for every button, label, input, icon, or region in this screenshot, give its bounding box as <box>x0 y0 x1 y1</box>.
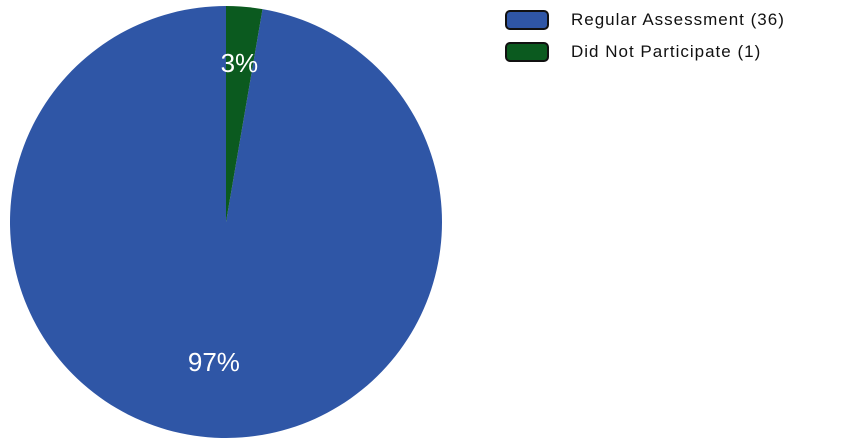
pie-slice-label-0: 97% <box>188 347 240 377</box>
pie-slice-label-1: 3% <box>221 48 259 78</box>
legend-item-did-not-participate: Did Not Participate (1) <box>505 36 785 68</box>
legend-label-regular-assessment: Regular Assessment (36) <box>571 10 785 29</box>
pie-slice-1 <box>226 6 263 222</box>
legend-swatch-did-not-participate <box>505 42 549 62</box>
legend: Regular Assessment (36) Did Not Particip… <box>505 4 785 68</box>
legend-swatch-regular-assessment <box>505 10 549 30</box>
pie-slice-0 <box>9 6 442 438</box>
legend-item-regular-assessment: Regular Assessment (36) <box>505 4 785 36</box>
legend-label-did-not-participate: Did Not Participate (1) <box>571 42 762 61</box>
